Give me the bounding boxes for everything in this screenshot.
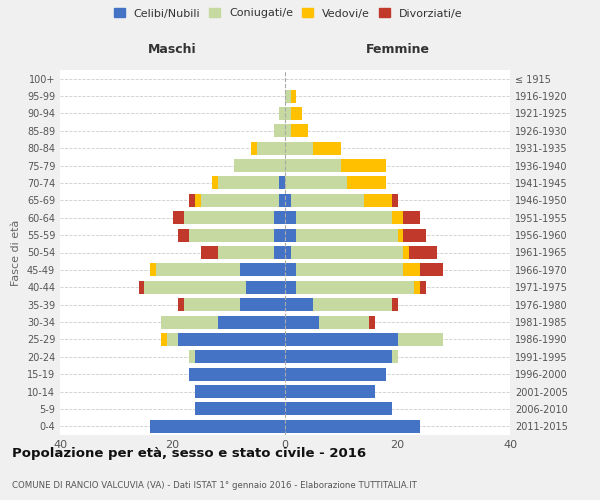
Bar xyxy=(218,176,280,190)
Bar xyxy=(319,316,370,328)
Bar xyxy=(150,264,155,276)
Bar xyxy=(392,194,398,207)
Bar xyxy=(313,298,392,311)
Bar xyxy=(290,107,302,120)
Bar xyxy=(285,298,313,311)
Y-axis label: Fasce di età: Fasce di età xyxy=(11,220,21,286)
Bar xyxy=(290,90,296,102)
Bar xyxy=(285,264,296,276)
Bar xyxy=(285,333,398,346)
Bar xyxy=(285,246,290,259)
Bar xyxy=(190,368,285,380)
Text: Popolazione per età, sesso e stato civile - 2016: Popolazione per età, sesso e stato civil… xyxy=(12,448,366,460)
Bar xyxy=(200,246,218,259)
Bar xyxy=(285,228,296,241)
Bar xyxy=(285,350,392,364)
Bar xyxy=(240,298,285,311)
Bar xyxy=(403,264,420,276)
Bar xyxy=(195,194,200,207)
Bar xyxy=(370,316,375,328)
Bar xyxy=(139,280,145,294)
Bar xyxy=(296,264,403,276)
Bar xyxy=(290,194,364,207)
Bar xyxy=(364,194,392,207)
Bar xyxy=(403,228,425,241)
Bar xyxy=(190,350,195,364)
Bar xyxy=(285,402,392,415)
Bar xyxy=(403,246,409,259)
Bar xyxy=(285,90,290,102)
Bar xyxy=(212,176,218,190)
Bar xyxy=(274,211,285,224)
Bar xyxy=(245,280,285,294)
Bar xyxy=(285,420,420,433)
Bar xyxy=(341,159,386,172)
Text: COMUNE DI RANCIO VALCUVIA (VA) - Dati ISTAT 1° gennaio 2016 - Elaborazione TUTTI: COMUNE DI RANCIO VALCUVIA (VA) - Dati IS… xyxy=(12,480,417,490)
Bar xyxy=(195,350,285,364)
Bar xyxy=(161,316,218,328)
Bar xyxy=(218,246,274,259)
Bar xyxy=(285,159,341,172)
Bar xyxy=(285,280,296,294)
Bar xyxy=(285,176,347,190)
Bar xyxy=(347,176,386,190)
Bar xyxy=(290,246,403,259)
Text: Femmine: Femmine xyxy=(365,43,430,56)
Bar xyxy=(398,333,443,346)
Bar xyxy=(285,368,386,380)
Bar xyxy=(167,333,178,346)
Bar xyxy=(280,107,285,120)
Legend: Celibi/Nubili, Coniugati/e, Vedovi/e, Divorziati/e: Celibi/Nubili, Coniugati/e, Vedovi/e, Di… xyxy=(113,8,463,18)
Bar xyxy=(398,228,403,241)
Bar xyxy=(392,298,398,311)
Bar xyxy=(274,246,285,259)
Bar xyxy=(161,333,167,346)
Bar xyxy=(178,228,190,241)
Bar xyxy=(296,211,392,224)
Bar xyxy=(415,280,420,294)
Bar xyxy=(274,124,285,138)
Bar xyxy=(178,298,184,311)
Bar xyxy=(392,211,403,224)
Bar xyxy=(190,194,195,207)
Bar xyxy=(296,280,415,294)
Bar xyxy=(195,385,285,398)
Bar xyxy=(235,159,285,172)
Bar xyxy=(155,264,240,276)
Bar xyxy=(145,280,245,294)
Bar xyxy=(280,194,285,207)
Bar xyxy=(184,211,274,224)
Bar xyxy=(285,211,296,224)
Bar xyxy=(403,211,420,224)
Bar xyxy=(218,316,285,328)
Bar xyxy=(195,402,285,415)
Bar xyxy=(285,124,290,138)
Bar xyxy=(285,385,375,398)
Bar xyxy=(285,194,290,207)
Bar xyxy=(280,176,285,190)
Bar xyxy=(190,228,274,241)
Bar xyxy=(290,124,308,138)
Bar xyxy=(285,142,313,154)
Bar xyxy=(274,228,285,241)
Bar xyxy=(150,420,285,433)
Bar xyxy=(285,107,290,120)
Bar xyxy=(313,142,341,154)
Bar xyxy=(285,316,319,328)
Bar xyxy=(251,142,257,154)
Bar xyxy=(392,350,398,364)
Bar xyxy=(178,333,285,346)
Bar xyxy=(173,211,184,224)
Bar xyxy=(184,298,240,311)
Bar xyxy=(420,280,425,294)
Bar xyxy=(296,228,398,241)
Bar xyxy=(200,194,280,207)
Bar xyxy=(420,264,443,276)
Bar xyxy=(257,142,285,154)
Bar xyxy=(240,264,285,276)
Bar xyxy=(409,246,437,259)
Text: Maschi: Maschi xyxy=(148,43,197,56)
